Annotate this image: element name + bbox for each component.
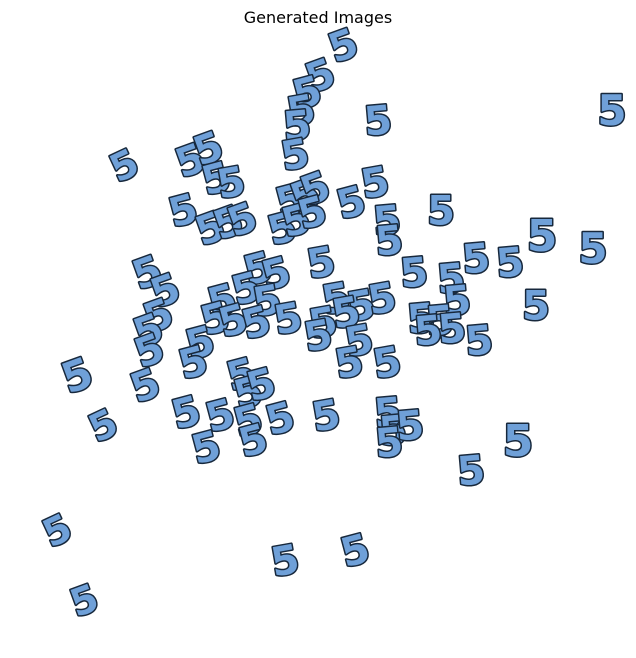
scatter-point: 5 — [55, 348, 99, 404]
scatter-point: 5 — [463, 317, 495, 365]
scatter-point: 5 — [460, 235, 492, 283]
scatter-point: 5 — [435, 255, 467, 303]
scatter-point: 5 — [503, 416, 534, 467]
scatter-point: 5 — [427, 188, 455, 234]
scatter-point: 5 — [64, 575, 104, 625]
scatter-point: 5 — [309, 391, 344, 441]
scatter-point: 5 — [373, 217, 405, 265]
scatter-point: 5 — [455, 447, 487, 495]
scatter-point: 5 — [405, 295, 437, 343]
scatter-point: 5 — [371, 197, 403, 245]
scatter-point: 5 — [277, 196, 316, 248]
scatter-point: 5 — [82, 400, 125, 451]
scatter-point: 5 — [494, 239, 526, 287]
scatter-point: 5 — [377, 407, 409, 455]
scatter-point: 5 — [436, 305, 468, 353]
scatter-point: 5 — [370, 338, 405, 388]
chart-title: Generated Images — [244, 8, 392, 27]
scatter-point: 5 — [372, 389, 404, 437]
scatter-point: 5 — [597, 86, 626, 135]
scatter-point: 5 — [412, 307, 444, 355]
scatter-point: 5 — [424, 297, 456, 345]
scatter-point: 5 — [441, 277, 473, 325]
scatter-point: 5 — [527, 211, 558, 262]
scatter-point: 5 — [268, 536, 303, 586]
scatter-point: 5 — [398, 249, 430, 297]
scatter-point: 5 — [281, 102, 313, 150]
scatter-point: 5 — [522, 283, 550, 329]
scatter-point: 5 — [362, 97, 394, 145]
scatter-point: 5 — [373, 419, 405, 467]
scatter-point: 5 — [578, 224, 607, 273]
scatter-point: 5 — [36, 505, 79, 556]
scatter-point: 5 — [336, 526, 375, 578]
scatter-point: 5 — [394, 402, 426, 450]
scatter-point: 5 — [103, 140, 146, 191]
